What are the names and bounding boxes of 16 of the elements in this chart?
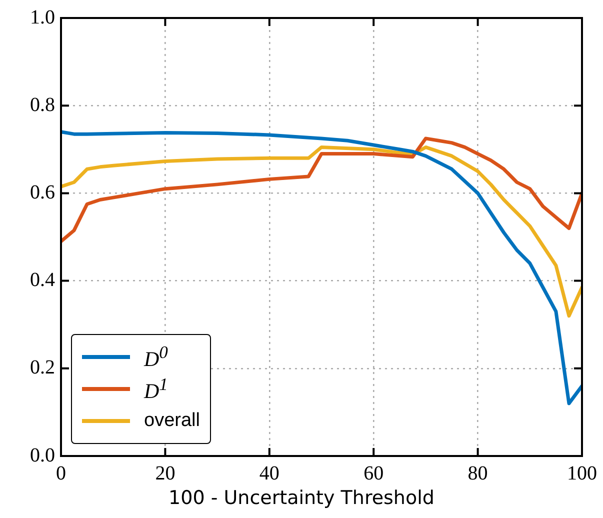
x-tick-label: 0: [56, 462, 66, 484]
legend-label: D$^{0}$: [144, 342, 168, 372]
x-tick-label: 40: [259, 462, 280, 484]
legend-label: D$^{1}$: [144, 374, 168, 404]
x-tick-label: 60: [364, 462, 384, 484]
x-tick-label: 80: [468, 462, 488, 484]
y-tick-label: 0.2: [30, 356, 55, 379]
x-axis-title: 100 - Uncertainty Threshold: [168, 487, 436, 509]
x-tick-label: 20: [155, 462, 176, 484]
x-tick-label: 100: [567, 462, 597, 484]
y-tick-label: 0.8: [30, 94, 55, 116]
y-tick-label: 0.4: [30, 269, 55, 292]
y-tick-label: 0.0: [30, 444, 55, 466]
y-tick-label: 1.0: [30, 6, 55, 28]
legend-label: overall: [144, 410, 200, 432]
y-tick-label: 0.6: [30, 181, 55, 204]
